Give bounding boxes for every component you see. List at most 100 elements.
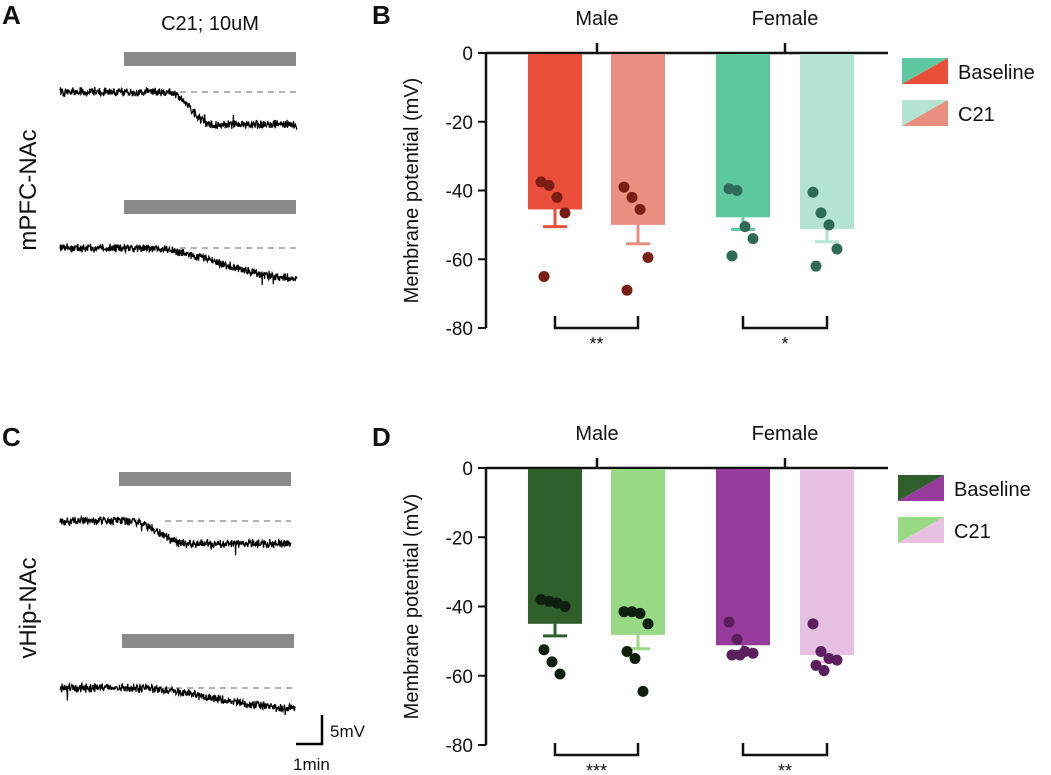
legend-label-baseline: Baseline [954,479,1031,501]
data-point [831,243,843,255]
y-tick-label: -20 [446,113,473,134]
drug-application-bar [124,52,296,66]
membrane-trace-2 [59,681,296,716]
y-tick-label: 0 [462,44,473,65]
group-label-male: Male [575,423,618,445]
bar-female-c21 [800,54,854,229]
significance-bracket [741,743,829,757]
bar-male-baseline [528,54,582,210]
data-point [815,646,827,658]
data-point [618,181,630,193]
y-tick-label: -80 [446,736,473,757]
data-point [621,284,633,296]
y-tick-label: -80 [446,319,473,340]
group-label-female: Female [752,8,819,30]
panel-a-traces [59,52,298,286]
scale-voltage-label: 5mV [330,722,366,741]
y-axis-label: Membrane potential (mV) [401,78,423,304]
data-point [815,207,827,219]
drug-label: C21; 10uM [161,13,259,35]
y-tick-label: -20 [446,528,473,549]
data-point [739,221,751,233]
scale-bar: 5mV 1min [293,715,366,774]
data-point [554,668,566,680]
significance-label: * [781,334,788,354]
data-point [807,618,819,630]
legend-swatch-female [902,58,948,84]
data-point [747,647,759,659]
significance-bracket [553,316,640,330]
panel-letter-d: D [372,422,391,452]
data-point [551,191,563,203]
data-point [634,203,646,215]
data-point [734,649,746,661]
significance-bracket [553,743,640,757]
panel-b-chart: 0 -20 -40 -60 -80 Membrane potential (mV) Male… [401,8,1035,354]
bar-female-baseline [716,469,770,646]
row-label-mpfc: mPFC-NAc [15,129,42,250]
data-point [626,191,638,203]
legend-swatch-female [898,475,944,501]
legend-label-c21: C21 [958,104,995,126]
data-point [543,179,555,191]
membrane-trace-2 [59,243,298,286]
data-point [538,270,550,282]
data-point [731,633,743,645]
data-point [559,601,571,612]
legend-label-c21: C21 [954,521,991,543]
data-point [634,607,646,619]
data-point [621,646,633,658]
panel-letter-a: A [2,0,21,30]
data-point [823,219,835,231]
row-label-vhip: vHip-NAc [15,557,42,658]
data-point [637,685,649,697]
legend: Baseline C21 [902,58,1035,126]
data-point [726,250,738,262]
bar-female-c21 [800,469,854,655]
data-point [723,616,735,628]
legend-label-baseline: Baseline [958,62,1035,84]
data-point [726,649,738,661]
y-tick-label: -40 [446,182,473,203]
y-tick-label: -40 [446,598,473,619]
bar-male-c21 [611,469,665,635]
group-label-female: Female [752,423,819,445]
y-tick-label: -60 [446,667,473,688]
y-axis-label: Membrane potential (mV) [401,494,423,720]
data-point [747,233,759,245]
data-point [731,185,743,196]
data-point [810,659,822,671]
data-point [618,606,630,618]
bar-female-baseline [716,54,770,218]
legend-swatch-female [898,517,944,543]
data-point [629,652,641,664]
panel-c-traces [59,472,296,716]
data-point [546,656,558,668]
data-point [559,207,571,219]
data-point [642,252,654,264]
data-point [810,260,822,272]
significance-label: ** [589,334,603,354]
data-point [818,665,830,677]
significance-label: ** [778,761,792,775]
drug-application-bar [124,200,296,214]
significance-label: *** [586,761,607,775]
data-point [642,618,654,630]
significance-bracket [741,316,829,330]
membrane-trace-1 [59,514,292,556]
group-label-male: Male [575,8,618,30]
membrane-trace-1 [59,86,298,131]
legend-swatch-female [902,100,948,126]
drug-application-bar [122,634,294,648]
panel-d-chart: 0 -20 -40 -60 -80 Membrane potential (mV) Male… [401,423,1031,775]
drug-application-bar [119,472,291,486]
legend: Baseline C21 [898,475,1031,543]
bar-male-c21 [611,54,665,225]
scale-time-label: 1min [293,755,330,774]
data-point [538,644,550,656]
data-point [831,654,843,666]
y-tick-label: 0 [462,459,473,480]
panel-letter-b: B [372,0,391,30]
y-tick-label: -60 [446,250,473,271]
